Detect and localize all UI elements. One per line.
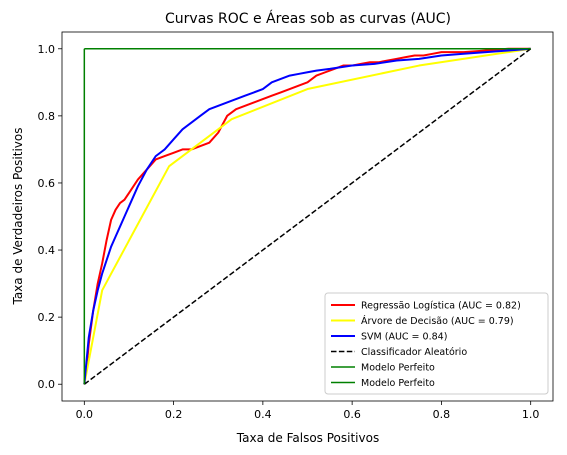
- legend-label-modelo-perfeito: Modelo Perfeito: [361, 363, 435, 374]
- y-tick-label: 0.6: [38, 177, 56, 190]
- plot-frame: [61, 31, 554, 402]
- series-line-regressao-logistica-auc-0-82-0: [83, 47, 531, 385]
- series-line-classificador-aleatorio-3: [83, 48, 532, 385]
- legend-label-arvore-de-decisao-auc-0-79: Árvore de Decisão (AUC = 0.79): [361, 315, 514, 327]
- x-tick-label: 0.0: [76, 408, 94, 421]
- series-line-svm-auc-0-84-2: [83, 47, 531, 385]
- y-axis-ticks: 0.0 0.2 0.4 0.6 0.8 1.0: [38, 43, 62, 391]
- chart-title: Curvas ROC e Áreas sob as curvas (AUC): [165, 10, 451, 27]
- x-tick-label: 1.0: [522, 408, 540, 421]
- series-line-arvore-de-decisao-auc-0-79-1: [83, 47, 531, 385]
- y-tick-label: 0.8: [38, 110, 56, 123]
- legend-label-modelo-perfeito: Modelo Perfeito: [361, 378, 435, 389]
- x-tick-label: 0.8: [433, 408, 451, 421]
- y-axis-label: Taxa de Verdadeiros Positivos: [11, 127, 25, 305]
- legend-box: [324, 292, 549, 395]
- y-tick-label: 0.2: [38, 311, 56, 324]
- legend-label-classificador-aleatorio: Classificador Aleatório: [361, 347, 467, 358]
- y-tick-label: 1.0: [38, 43, 56, 56]
- legend: Regressão Logística (AUC = 0.82) Árvore d…: [324, 292, 549, 395]
- y-tick-label: 0.4: [38, 244, 56, 257]
- legend-label-regressao-logistica-auc-0-82: Regressão Logística (AUC = 0.82): [361, 301, 521, 312]
- plot-lines: [83, 47, 532, 385]
- x-axis-ticks: 0.0 0.2 0.4 0.6 0.8 1.0: [76, 401, 540, 421]
- x-tick-label: 0.6: [343, 408, 361, 421]
- legend-label-svm-auc-0-84: SVM (AUC = 0.84): [361, 332, 447, 343]
- x-tick-label: 0.4: [254, 408, 272, 421]
- y-tick-label: 0.0: [38, 378, 56, 391]
- x-axis-label: Taxa de Falsos Positivos: [236, 431, 379, 445]
- x-tick-label: 0.2: [165, 408, 183, 421]
